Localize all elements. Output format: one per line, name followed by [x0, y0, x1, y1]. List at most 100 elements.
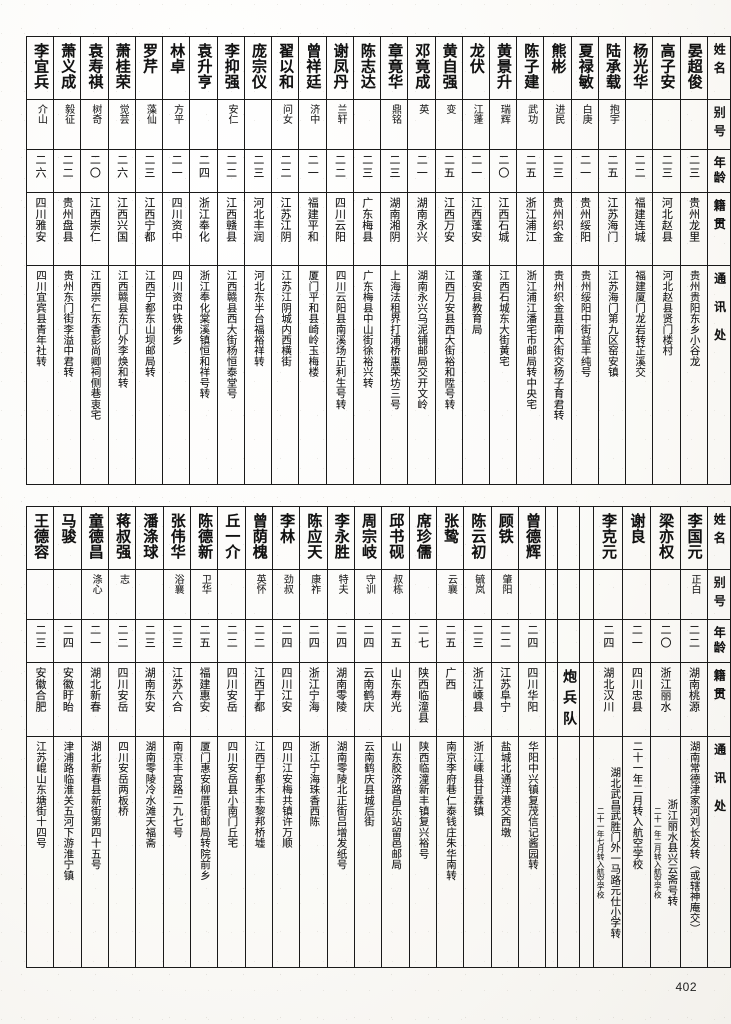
- cell-native-place: 四川雅安: [25, 192, 55, 267]
- cell-native-place: 贵州龙里: [679, 192, 708, 267]
- cell-age: 二五: [435, 619, 465, 664]
- cell-address: 江苏海门第九区窑安镇: [597, 265, 627, 486]
- cell-alias: 毓岚: [463, 568, 492, 621]
- cell-native-place: 山东寿光: [381, 662, 410, 738]
- cell-age: 二四: [271, 619, 301, 664]
- cell-address: 华阳中兴镇复茂信记酱园转: [517, 736, 547, 969]
- table-row-name: 李宜兵 萧义成 袁寿祺 萧桂荣 罗芹 林卓 袁升亨 李抑强 庞宗仪 翟以和 曾祥廷 谢凤丹 陈志达 章竟华…: [25, 36, 731, 100]
- cell-age: 二一: [570, 149, 599, 194]
- roster-table-bottom: 王德容 马骏 童德昌 蒋叔强 潘涤球 张伟华 陈德新 丘一介 曾荫槐 李林 陈应天 李永胜 周宗岐 邱书砚…: [25, 506, 731, 969]
- cell-address: 浙江丽水县兴云斋号转 二十一年二月转入航空学校: [649, 736, 681, 969]
- cell-address: 蓬安县教育局: [461, 265, 490, 486]
- spacer-column: [545, 506, 559, 570]
- cell-age: 二五: [597, 149, 627, 194]
- cell-address: 贵州东门街李溢中君转: [53, 265, 82, 486]
- cell-name: 陈应天: [299, 506, 328, 570]
- cell-name: 李抑强: [216, 36, 245, 100]
- cell-age: 二六: [25, 149, 55, 194]
- cell-address: 湖南常德津家河刘长发转（或辖神庵交）: [679, 736, 708, 969]
- cell-alias: [135, 568, 164, 621]
- cell-alias: 劲叔: [271, 568, 301, 621]
- cell-alias: 涤心: [80, 568, 109, 621]
- cell-native-place: 贵州织金: [543, 192, 572, 267]
- cell-native-place: 江西蓬安: [461, 192, 490, 267]
- cell-address: 河北赵县贤门楼村: [652, 265, 681, 486]
- cell-name: 张伟华: [162, 506, 191, 570]
- table-row-age: 二六 二二 二〇 二六 二三 二一 二四 二二 二三 二二 二一 二二 二三 二三 二一 二五 二一 二〇 二五 二三…: [25, 149, 731, 194]
- cell-name: 席珍儒: [408, 506, 437, 570]
- cell-age: 二四: [353, 619, 383, 664]
- cell-age: 二〇: [488, 149, 518, 194]
- cell-name: 庞宗仪: [243, 36, 273, 100]
- cell-address: 厦门惠安柳厝街邮局转院前乡: [189, 736, 219, 969]
- cell-alias: [53, 568, 82, 621]
- cell-alias: 抱宇: [597, 98, 627, 151]
- cell-age: 二二: [244, 619, 273, 664]
- cell-alias: 卫华: [189, 568, 219, 621]
- cell-name: 王德容: [25, 506, 55, 570]
- cell-native-place: 四川忠县: [622, 662, 651, 738]
- roster-table-top: 李宜兵 萧义成 袁寿祺 萧桂荣 罗芹 林卓 袁升亨 李抑强 庞宗仪 翟以和 曾祥廷 谢凤丹 陈志达 章竟华…: [25, 36, 731, 486]
- spacer-column: [579, 506, 594, 570]
- cell-native-place: 湖南零陵: [326, 662, 355, 738]
- cell-native-place: 四川安岳: [107, 662, 137, 738]
- cell-alias: [408, 568, 437, 621]
- cell-age: 二四: [326, 619, 355, 664]
- cell-native-place: 江西崇仁: [80, 192, 109, 267]
- spacer-column: [545, 662, 559, 738]
- cell-name: 翟以和: [271, 36, 300, 100]
- cell-alias: 志: [107, 568, 137, 621]
- table-row-address: 四川宜宾县青年社转 贵州东门街李溢中君转 江西崇仁东香彭尚卿祠侧巷衷宅 江西赣县东门外…: [25, 265, 731, 486]
- cell-address: 四川资中铁佛乡: [162, 265, 191, 486]
- cell-alias: 安仁: [216, 98, 245, 151]
- cell-age: 二三: [162, 619, 191, 664]
- cell-age: 二四: [517, 619, 547, 664]
- cell-native-place: 福建平和: [298, 192, 327, 267]
- row-header-alias: 别号: [706, 568, 731, 621]
- cell-alias: 浴襄: [162, 568, 191, 621]
- cell-address: 广东梅县中山街徐裕兴转: [352, 265, 382, 486]
- cell-native-place: 四川资中: [162, 192, 191, 267]
- cell-alias: 叔栋: [381, 568, 410, 621]
- cell-age: 二三: [352, 149, 382, 194]
- cell-alias: 英怀: [244, 568, 273, 621]
- cell-age: 二六: [107, 149, 136, 194]
- cell-alias: 变: [434, 98, 463, 151]
- cell-name: 熊彬: [543, 36, 572, 100]
- spacer-column: [579, 736, 594, 969]
- cell-address: 贵州贵阳东乡小谷龙: [679, 265, 708, 486]
- cell-address: 浙江宁海珠香西陈: [299, 736, 328, 969]
- cell-address: 江西宁都东山坝邮局转: [134, 265, 164, 486]
- cell-alias: 鼎铭: [380, 98, 409, 151]
- cell-alias: 进民: [543, 98, 572, 151]
- cell-name: 曾德辉: [517, 506, 547, 570]
- cell-alias: 白庚: [570, 98, 599, 151]
- cell-native-place: 福建连城: [625, 192, 654, 267]
- cell-name: 陈云初: [463, 506, 492, 570]
- cell-alias: 问女: [271, 98, 300, 151]
- cell-native-place: 江西万安: [434, 192, 463, 267]
- cell-age: 二二: [271, 149, 300, 194]
- cell-address: 四川安岳县小南门丘宅: [217, 736, 246, 969]
- cell-alias: 介山: [25, 98, 55, 151]
- cell-native-place: 广西: [435, 662, 465, 738]
- cell-age: 二七: [408, 619, 437, 664]
- cell-address: 津浦路临淮关五河下游淮宁镇: [53, 736, 82, 969]
- cell-native-place: 江西石城: [488, 192, 518, 267]
- cell-age: 二一: [162, 149, 191, 194]
- cell-age: 二三: [543, 149, 572, 194]
- cell-alias: [189, 98, 218, 151]
- spacer-column: [579, 662, 594, 738]
- cell-native-place: 河北丰润: [243, 192, 273, 267]
- cell-alias: 毅征: [53, 98, 82, 151]
- cell-native-place: 浙江嵊县: [463, 662, 492, 738]
- cell-age: 二二: [107, 619, 137, 664]
- row-header-native-place: 籍贯: [706, 662, 731, 738]
- cell-age: 二一: [298, 149, 327, 194]
- cell-address: 湖南永兴乌泥铺邮局交开文岭: [407, 265, 436, 486]
- cell-age: 二一: [622, 619, 651, 664]
- cell-address: 山东胶济路昌乐站留邑邮局: [381, 736, 410, 969]
- row-header-name: 姓名: [706, 506, 731, 570]
- cell-native-place: 湖南湘阴: [380, 192, 409, 267]
